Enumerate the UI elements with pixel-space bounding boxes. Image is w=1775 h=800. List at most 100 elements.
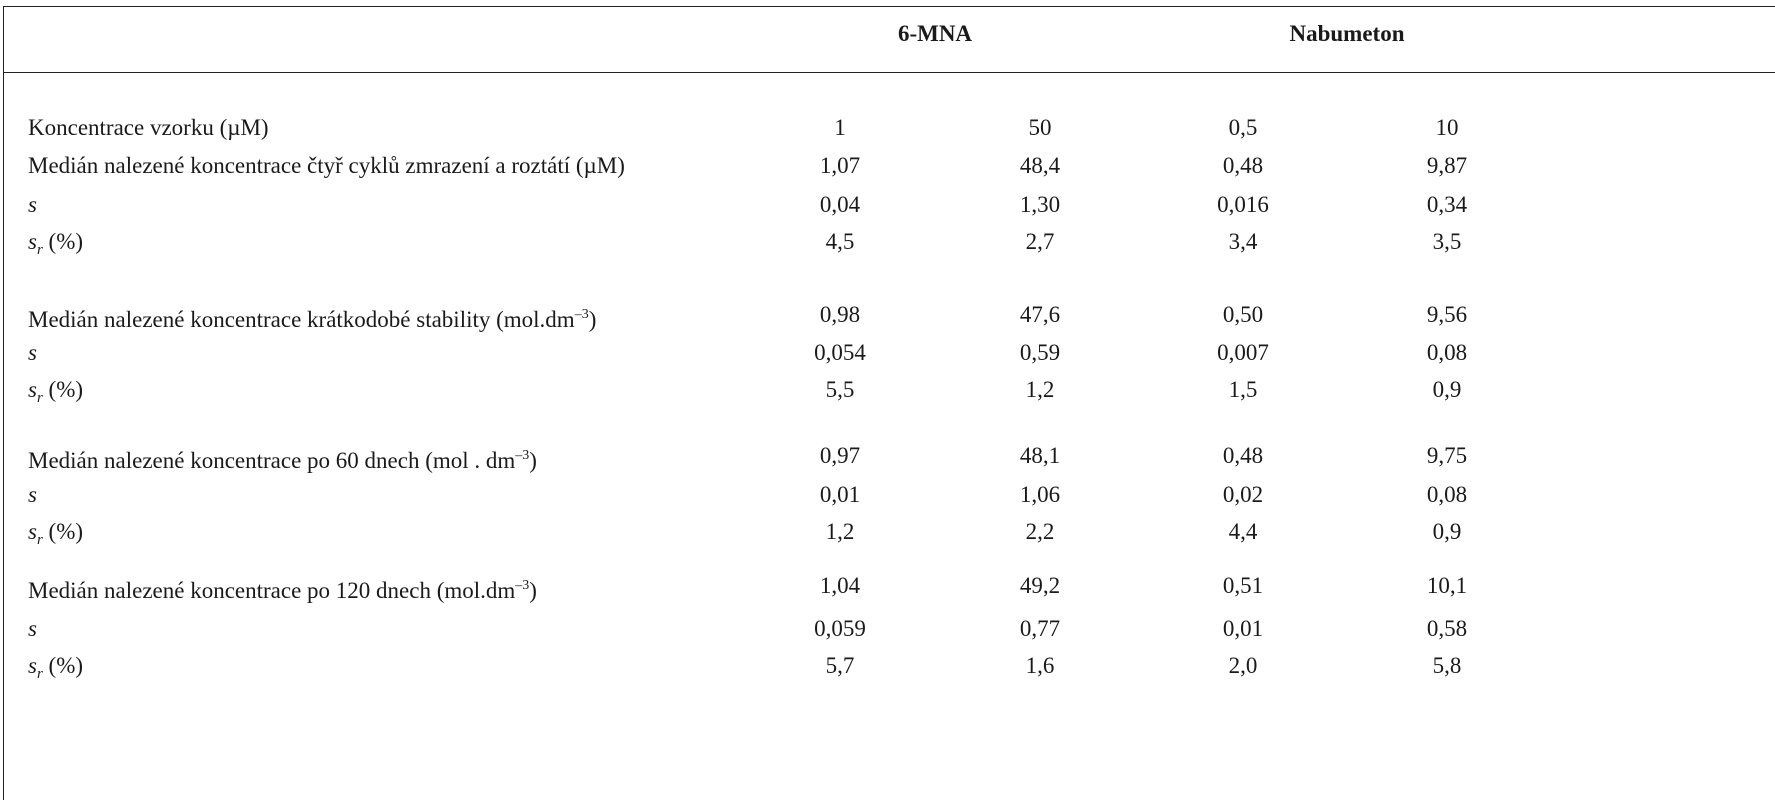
table-row: sr (%) 1,2 2,2 4,4 0,9 bbox=[0, 512, 1775, 552]
row-label: Medián nalezené koncentrace po 120 dnech… bbox=[28, 566, 537, 611]
row-label-s: s bbox=[28, 616, 37, 641]
cell-nabumeton-10: 10 bbox=[1435, 115, 1459, 140]
cell-nabumeton-0-5: 0,007 bbox=[1217, 340, 1269, 365]
row-label-sr: sr (%) bbox=[28, 519, 84, 548]
cell-6mna-50: 50 bbox=[1028, 115, 1052, 140]
row-label-end: ) bbox=[529, 448, 537, 473]
sr-unit: (%) bbox=[48, 653, 84, 678]
table-row: Medián nalezené koncentrace krátkodobé s… bbox=[0, 295, 1775, 335]
row-label-s: s bbox=[28, 192, 37, 217]
cell-6mna-50: 48,1 bbox=[1019, 443, 1061, 468]
table-row: Medián nalezené koncentrace po 120 dnech… bbox=[0, 566, 1775, 606]
cell-6mna-1: 1,07 bbox=[819, 153, 861, 178]
cell-6mna-1: 0,059 bbox=[814, 616, 866, 641]
cell-6mna-50: 2,2 bbox=[1025, 519, 1055, 544]
cell-nabumeton-10: 0,9 bbox=[1432, 519, 1462, 544]
cell-nabumeton-0-5: 4,4 bbox=[1228, 519, 1258, 544]
cell-nabumeton-0-5: 0,48 bbox=[1222, 153, 1264, 178]
cell-nabumeton-0-5: 0,48 bbox=[1222, 443, 1264, 468]
cell-nabumeton-10: 9,75 bbox=[1426, 443, 1468, 468]
table-row: s 0,054 0,59 0,007 0,08 bbox=[0, 333, 1775, 373]
cell-6mna-1: 1 bbox=[834, 115, 846, 140]
cell-6mna-1: 1,2 bbox=[825, 519, 855, 544]
cell-6mna-50: 2,7 bbox=[1025, 229, 1055, 254]
cell-6mna-50: 1,06 bbox=[1019, 482, 1061, 507]
cell-nabumeton-10: 3,5 bbox=[1432, 229, 1462, 254]
row-label: Medián nalezené koncentrace po 60 dnech … bbox=[28, 436, 537, 481]
table-frame bbox=[3, 6, 1775, 800]
cell-nabumeton-0-5: 2,0 bbox=[1228, 653, 1258, 678]
cell-nabumeton-10: 0,08 bbox=[1426, 340, 1468, 365]
row-label-s: s bbox=[28, 340, 37, 365]
sr-unit: (%) bbox=[48, 229, 84, 254]
sr-subscript: r bbox=[36, 532, 43, 548]
row-label-text: Medián nalezené koncentrace po 60 dnech … bbox=[28, 448, 516, 473]
cell-nabumeton-0-5: 0,016 bbox=[1217, 192, 1269, 217]
cell-6mna-50: 1,2 bbox=[1025, 377, 1055, 402]
cell-nabumeton-10: 0,58 bbox=[1426, 616, 1468, 641]
cell-6mna-50: 1,30 bbox=[1019, 192, 1061, 217]
sr-subscript: r bbox=[36, 666, 43, 682]
sr-subscript: r bbox=[36, 242, 43, 258]
row-label-sup: –3 bbox=[515, 448, 530, 463]
row-label-text: Medián nalezené koncentrace krátkodobé s… bbox=[28, 307, 575, 332]
cell-6mna-50: 49,2 bbox=[1019, 573, 1061, 598]
cell-6mna-1: 0,01 bbox=[819, 482, 861, 507]
cell-nabumeton-10: 0,08 bbox=[1426, 482, 1468, 507]
cell-nabumeton-10: 9,87 bbox=[1426, 153, 1468, 178]
table-row: Medián nalezené koncentrace po 60 dnech … bbox=[0, 436, 1775, 476]
cell-nabumeton-0-5: 0,51 bbox=[1222, 573, 1264, 598]
row-label: Koncentrace vzorku (µM) bbox=[28, 115, 269, 140]
group-header-6-mna: 6-MNA bbox=[897, 21, 973, 46]
cell-6mna-1: 1,04 bbox=[819, 573, 861, 598]
cell-nabumeton-10: 10,1 bbox=[1426, 573, 1468, 598]
row-label-end: ) bbox=[588, 307, 597, 332]
cell-nabumeton-10: 0,9 bbox=[1432, 377, 1462, 402]
group-header-nabumeton: Nabumeton bbox=[1289, 21, 1405, 46]
table-row: s 0,01 1,06 0,02 0,08 bbox=[0, 475, 1775, 515]
row-label: Medián nalezené koncentrace krátkodobé s… bbox=[28, 295, 596, 340]
row-label-sr: sr (%) bbox=[28, 653, 84, 682]
cell-6mna-1: 0,98 bbox=[819, 302, 861, 327]
cell-6mna-1: 5,7 bbox=[825, 653, 855, 678]
cell-nabumeton-0-5: 3,4 bbox=[1228, 229, 1258, 254]
cell-nabumeton-0-5: 0,5 bbox=[1228, 115, 1258, 140]
cell-6mna-1: 4,5 bbox=[825, 229, 855, 254]
table-row: Koncentrace vzorku (µM) 1 50 0,5 10 bbox=[0, 108, 1775, 148]
cell-nabumeton-0-5: 0,02 bbox=[1222, 482, 1264, 507]
cell-6mna-1: 0,04 bbox=[819, 192, 861, 217]
row-label-sr: sr (%) bbox=[28, 377, 84, 406]
table-top-rule bbox=[3, 6, 1775, 7]
cell-nabumeton-10: 5,8 bbox=[1432, 653, 1462, 678]
row-label-sr: sr (%) bbox=[28, 229, 84, 258]
row-label-end: ) bbox=[529, 578, 537, 603]
row-label-sup: –3 bbox=[574, 307, 589, 322]
table-row: Medián nalezené koncentrace čtyř cyklů z… bbox=[0, 146, 1775, 186]
sr-unit: (%) bbox=[48, 519, 84, 544]
sr-subscript: r bbox=[36, 390, 43, 406]
row-label: Medián nalezené koncentrace čtyř cyklů z… bbox=[28, 153, 625, 178]
cell-6mna-50: 0,77 bbox=[1019, 616, 1061, 641]
table-header-rule bbox=[3, 72, 1775, 73]
cell-nabumeton-0-5: 0,50 bbox=[1222, 302, 1264, 327]
row-label-s: s bbox=[28, 482, 37, 507]
table-row: sr (%) 5,7 1,6 2,0 5,8 bbox=[0, 646, 1775, 686]
cell-6mna-50: 1,6 bbox=[1025, 653, 1055, 678]
row-label-sup: –3 bbox=[515, 578, 530, 593]
table-row: s 0,059 0,77 0,01 0,58 bbox=[0, 609, 1775, 649]
row-label-text: Medián nalezené koncentrace po 120 dnech… bbox=[28, 578, 516, 603]
cell-6mna-50: 0,59 bbox=[1019, 340, 1061, 365]
table-row: sr (%) 4,5 2,7 3,4 3,5 bbox=[0, 222, 1775, 262]
table-row: sr (%) 5,5 1,2 1,5 0,9 bbox=[0, 370, 1775, 410]
sr-unit: (%) bbox=[48, 377, 84, 402]
cell-6mna-1: 0,054 bbox=[814, 340, 866, 365]
cell-nabumeton-0-5: 1,5 bbox=[1228, 377, 1258, 402]
cell-nabumeton-10: 0,34 bbox=[1426, 192, 1468, 217]
cell-6mna-1: 0,97 bbox=[819, 443, 861, 468]
table-row: s 0,04 1,30 0,016 0,34 bbox=[0, 185, 1775, 225]
cell-6mna-50: 47,6 bbox=[1019, 302, 1061, 327]
cell-6mna-1: 5,5 bbox=[825, 377, 855, 402]
cell-6mna-50: 48,4 bbox=[1019, 153, 1061, 178]
cell-nabumeton-10: 9,56 bbox=[1426, 302, 1468, 327]
cell-nabumeton-0-5: 0,01 bbox=[1222, 616, 1264, 641]
